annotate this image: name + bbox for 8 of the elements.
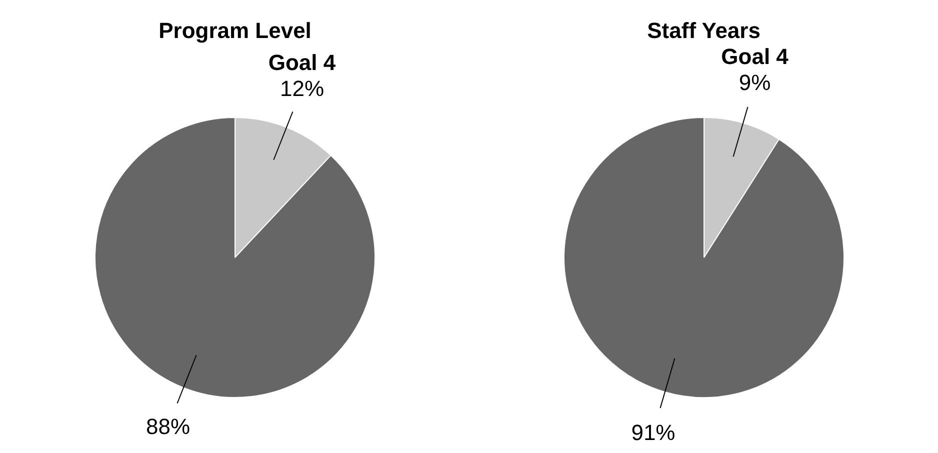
slice-label: Goal 4 xyxy=(268,50,336,75)
data-label: 12% xyxy=(280,76,324,101)
slice-label: Goal 4 xyxy=(721,44,790,70)
chart-title: Program Level xyxy=(158,18,312,43)
data-label: 88% xyxy=(146,414,190,440)
data-label: 91% xyxy=(631,420,676,445)
data-label: 9% xyxy=(738,70,771,96)
chart-title: Staff Years xyxy=(647,18,760,43)
